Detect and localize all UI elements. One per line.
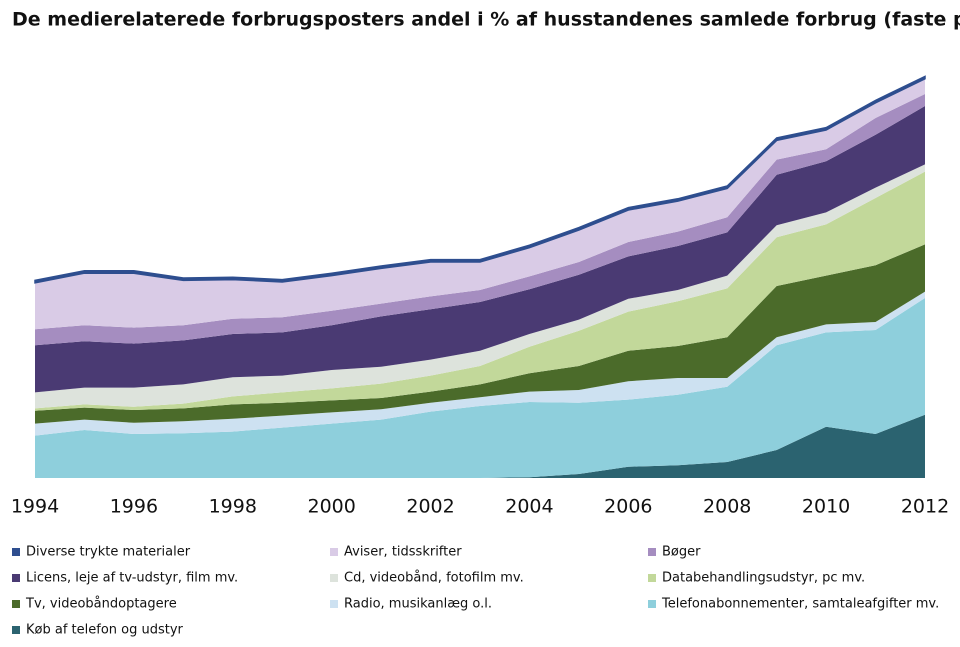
x-tick-label: 2012	[901, 496, 949, 518]
x-tick-label: 2006	[604, 496, 652, 518]
area	[35, 78, 925, 330]
legend-swatch	[648, 574, 656, 582]
legend-swatch	[12, 574, 20, 582]
legend-label: Cd, videobånd, fotofilm mv.	[344, 571, 524, 586]
legend-swatch	[330, 548, 338, 556]
x-tick-label: 2008	[703, 496, 751, 518]
legend-label: Radio, musikanlæg o.l.	[344, 597, 492, 612]
area	[35, 164, 925, 409]
area	[35, 171, 925, 411]
legend-swatch	[12, 600, 20, 608]
legend-label: Bøger	[662, 545, 701, 560]
legend-swatch	[648, 600, 656, 608]
legend-swatch	[12, 626, 20, 634]
legend-label: Køb af telefon og udstyr	[26, 623, 184, 638]
area	[35, 94, 925, 346]
legend-label: Telefonabonnementer, samtaleafgifter mv.	[661, 597, 939, 612]
area	[34, 75, 926, 284]
x-tick-label: 1994	[11, 496, 59, 518]
legend-label: Databehandlingsudstyr, pc mv.	[662, 571, 865, 586]
x-tick-label: 1996	[110, 496, 158, 518]
area	[35, 298, 925, 478]
area	[35, 106, 925, 393]
legend-swatch	[648, 548, 656, 556]
area	[35, 244, 925, 424]
chart-title: De medierelaterede forbrugsposters andel…	[12, 9, 960, 31]
x-tick-label: 1998	[209, 496, 257, 518]
x-tick-label: 2010	[802, 496, 850, 518]
legend-label: Aviser, tidsskrifter	[344, 545, 462, 560]
x-tick-label: 2002	[406, 496, 454, 518]
x-tick-label: 2000	[307, 496, 355, 518]
legend-label: Licens, leje af tv-udstyr, film mv.	[26, 571, 238, 586]
legend-swatch	[330, 574, 338, 582]
area	[35, 414, 925, 478]
legend-swatch	[12, 548, 20, 556]
legend-swatch	[330, 600, 338, 608]
x-tick-label: 2004	[505, 496, 553, 518]
legend-label: Tv, videobåndoptagere	[25, 597, 177, 612]
legend-label: Diverse trykte materialer	[26, 545, 191, 560]
area	[35, 291, 925, 436]
